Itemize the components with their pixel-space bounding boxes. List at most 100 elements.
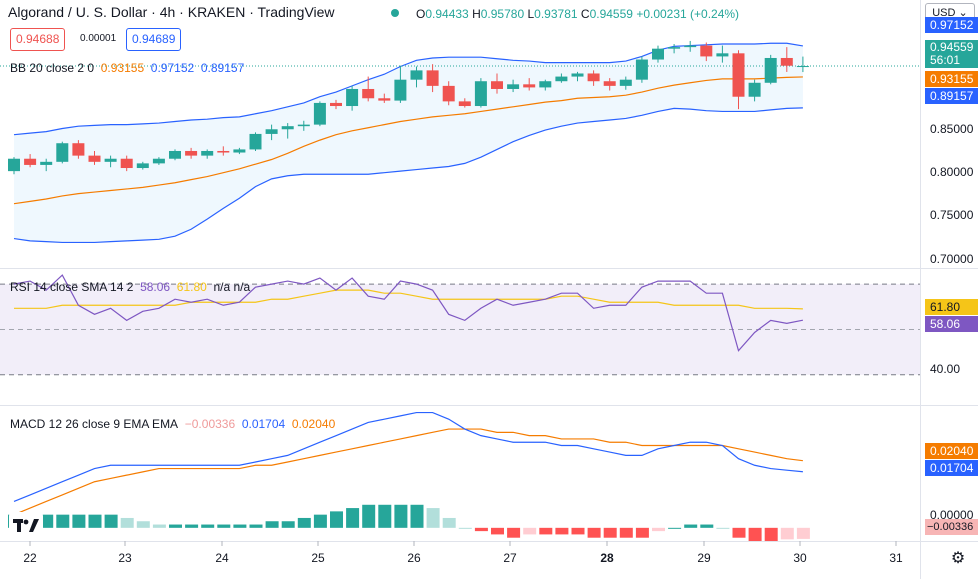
macd-histogram-bar xyxy=(136,521,150,528)
macd-legend[interactable]: MACD 12 26 close 9 EMA EMA −0.00336 0.01… xyxy=(10,417,335,431)
candle-body xyxy=(330,102,342,107)
macd-histogram-bar xyxy=(668,527,682,529)
candle-body xyxy=(700,45,713,57)
currency-label: USD xyxy=(932,7,956,19)
macd-histogram-bar xyxy=(297,517,311,528)
candle-body xyxy=(362,88,375,99)
candle-body xyxy=(507,84,520,89)
macd-histogram-bar xyxy=(716,527,730,529)
candle-body xyxy=(458,101,471,107)
macd-histogram-bar xyxy=(474,527,488,532)
macd-histogram-bar xyxy=(217,524,231,528)
candle-body xyxy=(233,149,246,153)
bar-countdown: 56:01 xyxy=(930,53,961,67)
macd-histogram-bar xyxy=(571,527,585,535)
macd-histogram-bar xyxy=(104,514,118,528)
candle-body xyxy=(410,70,423,80)
candle-body xyxy=(281,126,294,130)
macd-hist-tag: −0.00336 xyxy=(925,519,978,535)
candle-body xyxy=(72,143,85,156)
x-label: 27 xyxy=(503,551,517,565)
candle-body xyxy=(24,158,37,165)
candle-body xyxy=(56,143,69,162)
rsi-tag: 58.06 xyxy=(925,316,978,332)
open-value: 0.94433 xyxy=(425,7,469,21)
tv-logo-icon xyxy=(13,519,39,532)
candle-body xyxy=(571,73,584,77)
candle-body xyxy=(796,66,809,68)
macd-histogram-bar xyxy=(523,527,537,535)
tradingview-logo[interactable] xyxy=(9,512,43,538)
x-label: 31 xyxy=(889,551,903,565)
macd-histogram-bar xyxy=(394,504,408,528)
macd-histogram-bar xyxy=(88,514,102,528)
macd-value: 0.01704 xyxy=(241,417,286,431)
gear-icon[interactable]: ⚙ xyxy=(950,550,966,567)
candle-body xyxy=(201,150,214,156)
bb-lower-value: 0.89157 xyxy=(200,61,245,75)
candle-body xyxy=(716,53,729,57)
candle-body xyxy=(120,158,133,169)
candle-body xyxy=(635,59,648,80)
close-label: C xyxy=(580,7,590,21)
bb-basis-value: 0.93155 xyxy=(100,61,145,75)
sell-button[interactable]: 0.94688 xyxy=(10,28,66,51)
rsi-line xyxy=(13,274,804,352)
candle-body xyxy=(136,163,149,169)
macd-histogram-bar xyxy=(796,527,810,539)
symbol-title[interactable]: Algorand / U. S. Dollar · 4h · KRAKEN · … xyxy=(8,4,335,20)
macd-histogram-bar xyxy=(201,524,215,528)
candle-body xyxy=(748,82,761,97)
macd-histogram-bar xyxy=(442,517,456,528)
rsi-value: 58.06 xyxy=(140,280,171,294)
rsi-legend[interactable]: RSI 14 close SMA 14 2 58.06 61.80 n/a n/… xyxy=(10,280,250,294)
macd-histogram-bar xyxy=(507,527,521,538)
candle-body xyxy=(442,85,455,102)
macd-histogram-bar xyxy=(330,511,343,528)
macd-histogram-bar xyxy=(652,527,665,532)
macd-histogram-bar xyxy=(426,508,440,528)
macd-histogram-bar xyxy=(265,521,279,528)
macd-histogram-bar xyxy=(249,524,263,528)
x-label: 30 xyxy=(793,551,807,565)
macd-histogram-bar xyxy=(764,527,778,541)
ohlc-legend: O0.94433 H0.95780 L0.93781 C0.94559 +0.0… xyxy=(416,7,739,21)
rsi-sma-tag: 61.80 xyxy=(925,299,978,315)
candle-body xyxy=(152,158,165,164)
bb-upper-line xyxy=(13,42,803,136)
macd-histogram-bar xyxy=(700,524,714,528)
macd-line xyxy=(13,411,803,503)
rsi-extra-value: n/a n/a xyxy=(213,280,251,294)
market-status-dot xyxy=(391,9,399,17)
price-tick: 0.85000 xyxy=(930,122,974,136)
candle-body xyxy=(603,81,616,86)
macd-histogram-bar xyxy=(362,504,376,528)
macd-label: MACD 12 26 close 9 EMA EMA xyxy=(10,417,179,431)
macd-hist-value: −0.00336 xyxy=(184,417,236,431)
candle-body xyxy=(378,98,391,101)
low-value: 0.93781 xyxy=(534,7,578,21)
macd-histogram-bar xyxy=(40,514,54,528)
candle-body xyxy=(265,129,278,134)
x-label: 24 xyxy=(215,551,229,565)
bb-upper-value: 0.97152 xyxy=(150,61,195,75)
candle-body xyxy=(684,45,697,48)
macd-histogram-bar xyxy=(346,508,360,528)
macd-histogram-bar xyxy=(603,527,617,538)
candle-body xyxy=(764,57,777,83)
bb-legend[interactable]: BB 20 close 2 0 0.93155 0.97152 0.89157 xyxy=(10,61,244,75)
buy-button[interactable]: 0.94689 xyxy=(126,28,182,51)
candle-body xyxy=(8,158,20,172)
macd-histogram-bar xyxy=(780,527,794,540)
candle-body xyxy=(652,48,664,60)
x-label: 28 xyxy=(600,551,614,565)
close-value: 0.94559 xyxy=(589,7,633,21)
candle-body xyxy=(104,158,117,162)
candle-body xyxy=(313,102,326,125)
x-label: 23 xyxy=(118,551,132,565)
spread-value: 0.00001 xyxy=(80,33,117,44)
macd-signal-line xyxy=(13,428,803,516)
candle-body xyxy=(555,76,568,82)
x-label: 25 xyxy=(311,551,325,565)
